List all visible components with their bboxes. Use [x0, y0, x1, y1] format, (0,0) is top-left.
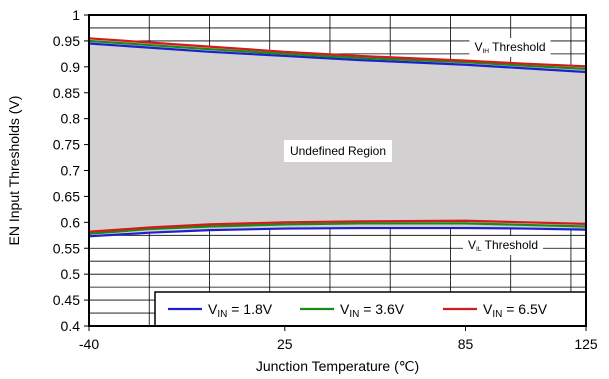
series-vih-line-0: [88, 42, 587, 74]
legend-entry-sub-2: IN: [492, 309, 502, 320]
x-axis-title: Junction Temperature (℃): [256, 358, 419, 374]
vih-threshold-label: VIH Threshold: [469, 38, 551, 57]
undefined-region-label-bg: [283, 140, 393, 162]
x-tick-label: 125: [574, 336, 598, 352]
undefined-region-label: Undefined Region: [283, 140, 393, 162]
undefined-region-label-text: Undefined Region: [290, 144, 386, 158]
x-tick-label: -40: [79, 336, 99, 352]
y-tick-label: 0.75: [53, 137, 80, 153]
vih-threshold-label-bg: [469, 38, 551, 57]
legend-entry-v-1: V: [340, 301, 350, 317]
vil-threshold-label-v: V: [468, 238, 476, 252]
legend-entry-v-0: V: [208, 301, 218, 317]
series-vil-line-0: [88, 226, 587, 238]
legend-entry-v-2: V: [483, 301, 493, 317]
series-vih-line-2: [88, 37, 587, 68]
vil-threshold-label-rest: Threshold: [482, 238, 538, 252]
vih-threshold-label-text: VIH Threshold: [474, 40, 545, 55]
series-vil-line-2: [88, 219, 587, 233]
y-tick-label: 0.8: [61, 111, 81, 127]
y-tick-label: 0.55: [53, 240, 80, 256]
vil-threshold-label-text: VIL Threshold: [468, 238, 538, 253]
vil-threshold-label-sub: IL: [476, 246, 482, 253]
vih-threshold-label-sub: IH: [482, 48, 489, 55]
legend-entry-2: VIN = 6.5V: [483, 301, 548, 320]
legend-entry-rest-1: = 3.6V: [359, 301, 404, 317]
tick-layer: 0.4 0.45 0.5 0.55 0.6 0.65 0.7 0.75 0.8 0.85 0.9 0.…: [53, 7, 598, 352]
legend-entry-rest-2: = 6.5V: [502, 301, 547, 317]
y-tick-label: 0.95: [53, 33, 80, 49]
series-vil-line-1: [88, 222, 587, 235]
vih-threshold-label-v: V: [474, 40, 482, 54]
region-layer: [89, 38, 586, 237]
legend-entry-sub-1: IN: [349, 309, 359, 320]
y-axis-title: EN Input Thresholds (V): [6, 96, 22, 246]
y-tick-label: 0.5: [61, 266, 81, 282]
y-tick-label: 0.65: [53, 188, 80, 204]
vih-threshold-label-rest: Threshold: [489, 40, 545, 54]
undefined-region-fill: [89, 38, 586, 237]
y-tick-label: 0.9: [61, 59, 81, 75]
series-layer: [88, 37, 587, 238]
legend-entry-1: VIN = 3.6V: [340, 301, 405, 320]
legend-layer: VIN = 1.8V VIN = 3.6V VIN = 6.5V: [154, 291, 587, 327]
y-tick-label: 1: [72, 7, 80, 23]
legend-box: [154, 291, 587, 327]
y-tick-label: 0.7: [61, 163, 81, 179]
y-tick-label: 0.85: [53, 85, 80, 101]
vil-threshold-label: VIL Threshold: [463, 236, 543, 255]
x-tick-label: 85: [458, 336, 474, 352]
legend-entry-sub-0: IN: [217, 309, 227, 320]
legend-entry-0: VIN = 1.8V: [208, 301, 273, 320]
series-vih-line-1: [88, 39, 587, 71]
x-tick-label: 25: [277, 336, 293, 352]
legend-entry-rest-0: = 1.8V: [227, 301, 272, 317]
y-tick-label: 0.6: [61, 214, 81, 230]
y-tick-label: 0.4: [61, 318, 81, 334]
y-tick-label: 0.45: [53, 292, 80, 308]
vil-threshold-label-bg: [463, 236, 543, 255]
